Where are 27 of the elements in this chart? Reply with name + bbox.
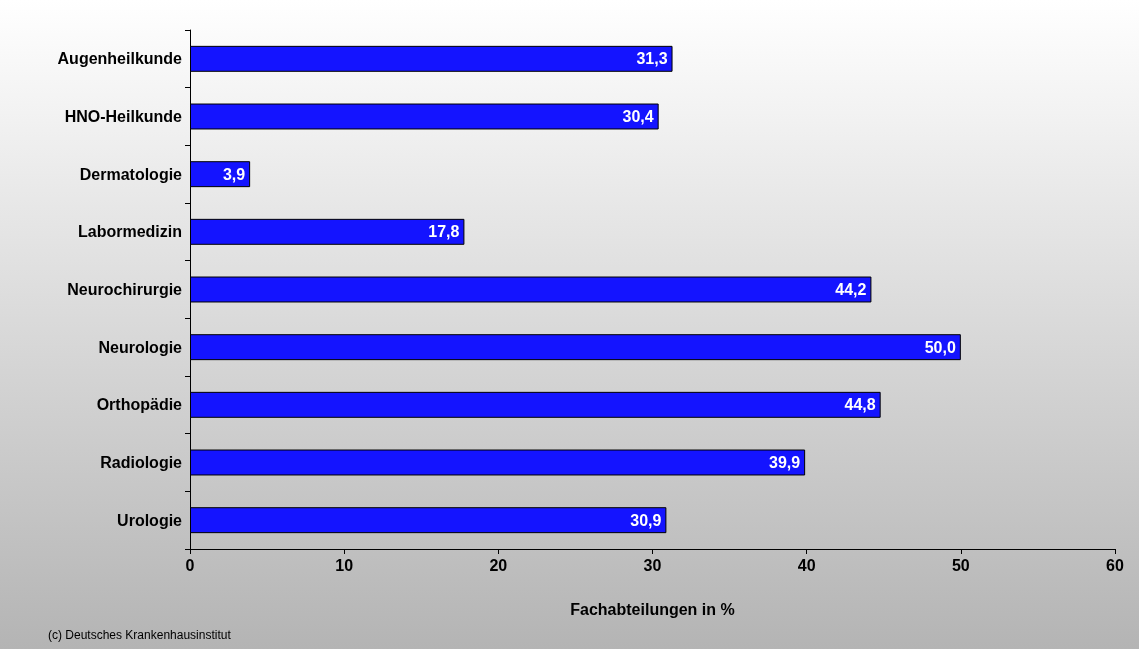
x-axis-title: Fachabteilungen in %: [570, 600, 735, 618]
data-label: 44,8: [844, 396, 876, 414]
data-label: 44,2: [835, 281, 867, 298]
y-tick-label: Labormedizin: [77, 223, 182, 241]
y-tick-label: Radiologie: [100, 454, 183, 471]
data-label: 50,0: [924, 338, 956, 356]
y-tick-label: Neurologie: [98, 338, 183, 356]
x-tick-label: 50: [951, 556, 970, 574]
x-tick-label: 60: [1106, 556, 1124, 574]
data-label: 31,3: [636, 50, 668, 68]
data-label: 30,4: [622, 108, 654, 125]
y-tick-label: Neurochirurgie: [67, 281, 183, 298]
x-tick-label: 0: [185, 556, 195, 574]
text: (c) Deutsches Krankenhausinstitut: [48, 628, 232, 642]
data-label: 17,8: [428, 223, 460, 241]
data-label: 39,9: [768, 454, 801, 471]
x-tick-label: 20: [489, 556, 508, 574]
data-label: 3,9: [222, 165, 246, 183]
y-tick-label: Dermatologie: [79, 165, 183, 183]
data-label: 30,9: [630, 511, 662, 529]
x-tick-label: 10: [335, 556, 354, 574]
x-tick-label: 30: [643, 556, 662, 574]
y-tick-label: Urologie: [117, 511, 183, 529]
y-tick-label: Augenheilkunde: [57, 50, 183, 68]
y-tick-label: Orthopädie: [96, 396, 183, 414]
x-tick-label: 40: [797, 556, 816, 574]
y-tick-label: HNO-Heilkunde: [64, 108, 183, 125]
